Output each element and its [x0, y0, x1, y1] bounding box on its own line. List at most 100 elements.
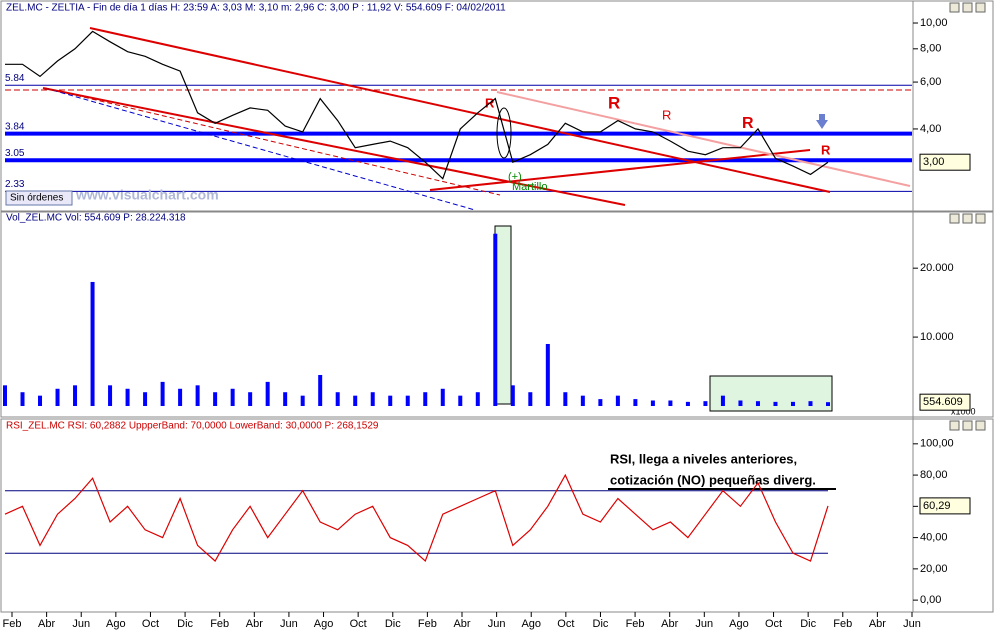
x-tick-label: Feb — [626, 618, 645, 630]
volume-bar — [528, 392, 533, 406]
x-tick-label: Oct — [765, 618, 782, 630]
annotation: (+) — [508, 171, 522, 183]
volume-bar — [615, 395, 620, 406]
volume-bar — [388, 395, 393, 406]
x-tick-label: Oct — [350, 618, 367, 630]
y-tick-label: 20.000 — [920, 262, 954, 274]
volume-bar — [563, 392, 568, 406]
x-tick-label: Abr — [869, 618, 886, 630]
level-label: 3.84 — [5, 121, 25, 132]
annotation: cotización (NO) pequeñas diverg. — [610, 472, 816, 487]
y-tick-label: 0,00 — [920, 594, 941, 606]
x-tick-label: Abr — [453, 618, 470, 630]
level-label: 3.05 — [5, 148, 25, 159]
annotation: R — [742, 115, 754, 132]
last-value-box — [919, 153, 971, 171]
x-tick-label: Abr — [246, 618, 263, 630]
price-header: ZEL.MC - ZELTIA - Fin de día 1 días H: 2… — [6, 3, 506, 14]
level-label: 2.33 — [5, 179, 25, 190]
volume-bar — [685, 401, 690, 406]
x-tick-label: Jun — [903, 618, 921, 630]
volume-bar — [808, 401, 813, 406]
series-line — [4, 473, 829, 563]
volume-bar — [283, 392, 288, 406]
last-value-label: 60,29 — [923, 500, 951, 512]
volume-bar — [580, 395, 585, 406]
volume-bar — [38, 395, 43, 406]
status-box[interactable] — [5, 190, 73, 206]
volume-bar — [353, 395, 358, 406]
y-tick-label: 10,00 — [920, 17, 948, 29]
x-tick-label: Oct — [557, 618, 574, 630]
volume-bar — [475, 392, 480, 406]
trend-lines — [5, 27, 912, 211]
x-tick-label: Abr — [661, 618, 678, 630]
volume-bar — [510, 385, 515, 406]
watermark: www.visualchart.com — [75, 187, 219, 203]
y-tick-label: 10.000 — [920, 331, 954, 343]
level-label: 5.84 — [5, 73, 25, 84]
y-tick-label: 20,00 — [920, 563, 948, 575]
highlight-box — [494, 225, 512, 405]
volume-bar — [3, 385, 7, 406]
x-tick-label: Jun — [280, 618, 298, 630]
volume-bar — [125, 388, 130, 406]
volume-bar — [720, 395, 725, 406]
volume-bar — [598, 399, 603, 406]
volume-bar — [195, 385, 200, 406]
annotation: Martillo — [512, 181, 547, 193]
volume-bar — [458, 395, 463, 406]
volume-bar — [545, 343, 550, 406]
annotation: RSI, llega a niveles anteriores, — [610, 451, 797, 466]
y-tick-label: 40,00 — [920, 532, 948, 544]
x-tick-label: Dic — [800, 618, 816, 630]
x-tick-label: Dic — [593, 618, 609, 630]
volume-bar — [405, 395, 410, 406]
y-tick-label: 8,00 — [920, 43, 941, 55]
volume-bar — [790, 401, 795, 406]
annotation: R — [821, 142, 831, 157]
volume-bar — [650, 400, 655, 406]
volume-bar — [738, 400, 743, 406]
volume-pane — [0, 211, 994, 418]
annotation: R — [662, 107, 671, 122]
x-tick-label: Feb — [418, 618, 437, 630]
x-tick-label: Dic — [385, 618, 401, 630]
series-line — [5, 30, 829, 180]
x-tick-label: Ago — [729, 618, 749, 630]
x-tick-label: Ago — [106, 618, 126, 630]
window-buttons[interactable] — [949, 2, 986, 431]
volume-bar — [370, 392, 375, 406]
x-tick-label: Abr — [38, 618, 55, 630]
highlight-box — [709, 375, 833, 412]
volume-bar — [20, 392, 25, 406]
volume-bar — [160, 381, 165, 406]
y-tick-label: 4,00 — [920, 123, 941, 135]
volume-bar — [703, 401, 708, 406]
last-value-box — [919, 497, 971, 515]
volume-bar — [73, 385, 78, 406]
volume-bar — [633, 399, 638, 406]
volume-bar — [440, 388, 445, 406]
unit-label: x1000 — [951, 406, 976, 416]
volume-bar — [265, 381, 270, 406]
x-tick-label: Feb — [833, 618, 852, 630]
last-value-label: 3,00 — [923, 156, 944, 168]
annotation: R — [608, 93, 620, 112]
volume-bar — [213, 392, 218, 406]
x-tick-label: Jun — [488, 618, 506, 630]
volume-bar — [423, 392, 428, 406]
x-tick-label: Dic — [177, 618, 193, 630]
x-tick-label: Jun — [72, 618, 90, 630]
volume-bar — [773, 401, 778, 406]
y-tick-label: 6,00 — [920, 76, 941, 88]
price-pane — [0, 0, 994, 212]
x-tick-label: Feb — [3, 618, 22, 630]
volume-bar — [493, 233, 498, 406]
x-tick-label: Jun — [695, 618, 713, 630]
x-tick-label: Feb — [210, 618, 229, 630]
volume-bar — [178, 388, 183, 406]
x-tick-label: Oct — [142, 618, 159, 630]
y-tick-label: 80,00 — [920, 469, 948, 481]
